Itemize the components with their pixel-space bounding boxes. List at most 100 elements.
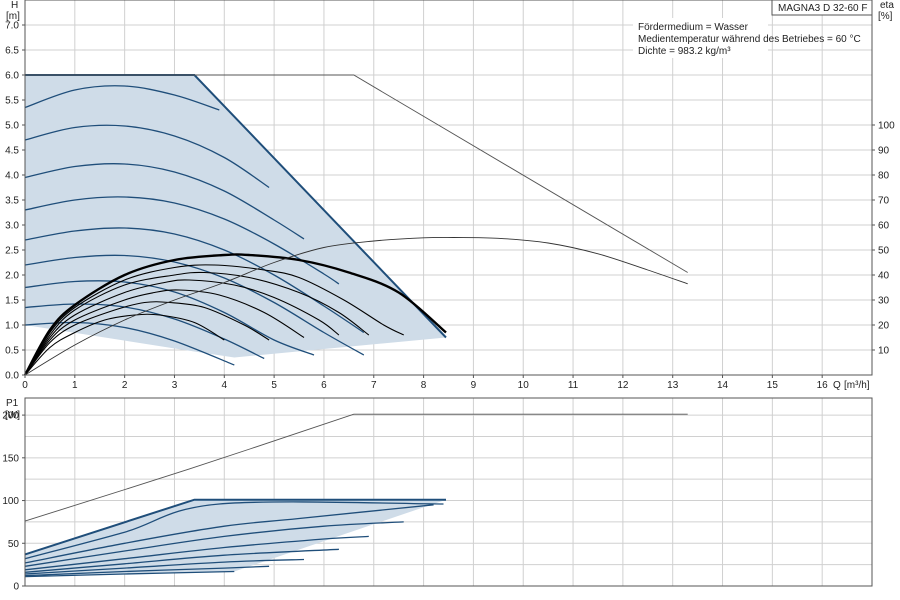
y2-tick-label: 50 (878, 246, 890, 257)
max-power-curve (24, 413, 688, 522)
power-chart: 0 50 100 150 200 P1 [W] (2, 397, 873, 593)
x-tick-label: 5 (271, 380, 277, 391)
power-curve (24, 504, 434, 564)
info-medium: Fördermedium = Wasser (638, 22, 749, 33)
max-efficiency-curve (24, 236, 688, 376)
x-tick-label: 11 (568, 380, 579, 391)
y-axis-unit: [m] (6, 11, 20, 22)
power-curve (24, 498, 446, 556)
y-tick-label: 4.0 (5, 171, 19, 182)
max-curves (24, 74, 688, 376)
y-tick-label: 6.0 (5, 71, 19, 82)
head-curve (24, 124, 270, 189)
power-curve (24, 521, 404, 567)
head-operating-area (25, 74, 447, 358)
x-tick-label: 12 (617, 380, 629, 391)
model-box (771, 0, 873, 16)
y2-tick-label: 70 (878, 196, 890, 207)
x-tick-label: 3 (172, 380, 178, 391)
efficiency-curve (24, 301, 270, 376)
efficiency-curve (23, 253, 447, 376)
x-axis-unit: [m³/h] (844, 380, 870, 391)
x-axis-ticks: 0 1 2 3 4 5 6 7 8 9 10 11 12 13 14 15 16 (22, 375, 828, 391)
head-curve (24, 227, 365, 334)
power-curve (24, 565, 270, 577)
head-curve (24, 303, 265, 360)
y2-tick-label: 30 (878, 296, 890, 307)
y2-axis-label: eta (880, 0, 894, 11)
y-tick-label: 0.5 (5, 346, 19, 357)
head-chart-frame (24, 0, 873, 376)
power-curve (24, 570, 235, 578)
efficiency-curve (24, 279, 340, 376)
x-tick-label: 4 (222, 380, 228, 391)
head-chart: 0 1 2 3 4 5 6 7 8 9 10 11 12 13 14 15 16 0.00.51.01.52.0… (5, 0, 895, 391)
power-curves (24, 498, 446, 578)
power-operating-area-fill (25, 499, 446, 576)
power-y-axis-ticks: 0 50 100 150 200 (2, 411, 25, 593)
y-axis-ticks: 0.0 0.5 1.0 1.5 2.0 2.5 3.0 3.5 4.0 4.5 5.0 5.5 6.0 6… (5, 21, 25, 382)
efficiency-curves (23, 253, 447, 376)
y-tick-label: 6.5 (5, 46, 19, 57)
y-tick-label: 4.5 (5, 146, 19, 157)
y2-tick-label: 100 (878, 121, 895, 132)
head-curve (24, 196, 340, 285)
operating-area-fill (25, 75, 446, 358)
head-curve (24, 254, 365, 356)
y-tick-label: 3.5 (5, 196, 19, 207)
power-y-tick-label: 0 (13, 582, 19, 593)
y-tick-label: 5.5 (5, 96, 19, 107)
head-curve (24, 163, 305, 240)
head-curve (24, 85, 220, 111)
x-tick-label: 14 (717, 380, 729, 391)
info-box (633, 18, 768, 58)
y-tick-label: 5.0 (5, 121, 19, 132)
y2-tick-label: 20 (878, 321, 890, 332)
power-operating-area (25, 499, 446, 576)
y2-tick-label: 80 (878, 171, 890, 182)
info-temperature: Medientemperatur während des Betriebes =… (638, 34, 861, 45)
x-tick-label: 7 (371, 380, 377, 391)
y2-tick-label: 60 (878, 221, 890, 232)
y-tick-label: 1.0 (5, 321, 19, 332)
y-tick-label: 1.5 (5, 296, 19, 307)
power-y-tick-label: 150 (2, 453, 19, 464)
power-chart-frame (24, 397, 873, 587)
power-y-tick-label: 100 (2, 496, 19, 507)
efficiency-curve (24, 271, 370, 376)
y-tick-label: 7.0 (5, 21, 19, 32)
info-density: Dichte = 983.2 kg/m³ (638, 46, 731, 57)
x-tick-label: 9 (471, 380, 477, 391)
efficiency-curve (24, 313, 225, 376)
y2-tick-label: 10 (878, 346, 890, 357)
x-tick-label: 0 (22, 380, 28, 391)
y-tick-label: 0.0 (5, 371, 19, 382)
power-y-axis-unit: [W] (5, 410, 20, 421)
power-y-axis-label: P1 (6, 398, 19, 409)
model-label: MAGNA3 D 32-60 F (778, 3, 867, 14)
y-tick-label: 2.0 (5, 271, 19, 282)
power-curve (24, 558, 305, 575)
power-y-tick-label: 200 (2, 411, 19, 422)
y-axis-label: H (11, 0, 18, 11)
y-tick-label: 3.0 (5, 221, 19, 232)
y2-axis-ticks: 10 20 30 40 50 60 70 80 90 100 (872, 121, 895, 357)
x-tick-label: 15 (767, 380, 779, 391)
x-tick-label: 6 (321, 380, 327, 391)
x-tick-label: 2 (122, 380, 128, 391)
y2-tick-label: 40 (878, 271, 890, 282)
power-y-tick-label: 50 (8, 539, 20, 550)
y2-axis-unit: [%] (878, 11, 893, 22)
x-axis-label: Q (833, 380, 841, 391)
y-tick-label: 2.5 (5, 246, 19, 257)
x-tick-label: 10 (518, 380, 530, 391)
x-tick-label: 16 (817, 380, 829, 391)
power-curve (24, 501, 444, 560)
max-power-line (24, 413, 688, 522)
x-tick-label: 1 (72, 380, 78, 391)
y2-tick-label: 90 (878, 146, 890, 157)
power-curve (24, 548, 339, 573)
head-curve (24, 280, 315, 356)
efficiency-curve (24, 289, 305, 376)
